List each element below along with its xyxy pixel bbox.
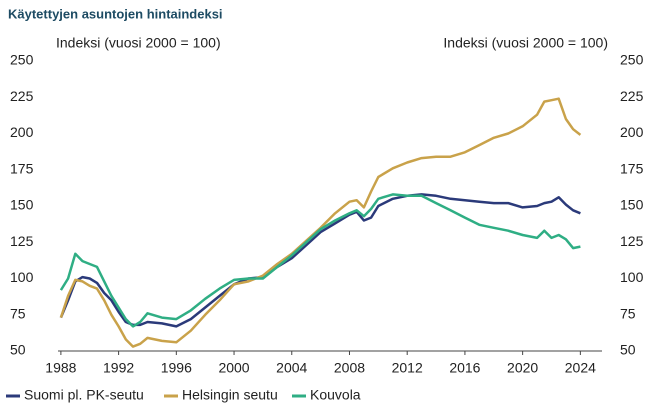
- y-tick-label: 100: [10, 269, 34, 285]
- x-tick-label: 1988: [45, 360, 76, 376]
- y2-tick-label: 175: [620, 160, 644, 176]
- legend-label: Kouvola: [310, 387, 361, 403]
- series-line: [59, 97, 582, 348]
- y2-tick-label: 100: [620, 269, 644, 285]
- x-tick-label: 1992: [103, 360, 134, 376]
- y2-tick-label: 225: [620, 88, 644, 104]
- y-tick-label: 225: [10, 88, 34, 104]
- y-axis-label: Indeksi (vuosi 2000 = 100): [56, 35, 221, 51]
- y-tick-label: 75: [10, 305, 26, 321]
- y2-tick-label: 125: [620, 233, 644, 249]
- x-tick-label: 2008: [334, 360, 365, 376]
- y-tick-label: 50: [10, 342, 26, 358]
- y-tick-label: 175: [10, 160, 34, 176]
- x-tick-label: 2012: [392, 360, 423, 376]
- y-tick-label: 125: [10, 233, 34, 249]
- legend-label: Suomi pl. PK-seutu: [24, 387, 144, 403]
- y2-tick-label: 200: [620, 124, 644, 140]
- y-tick-label: 200: [10, 124, 34, 140]
- x-tick-label: 2016: [449, 360, 480, 376]
- y2-tick-label: 75: [620, 305, 636, 321]
- y-tick-label: 250: [10, 52, 34, 68]
- chart-title: Käytettyjen asuntojen hintaindeksi: [8, 6, 223, 21]
- x-tick-label: 2000: [218, 360, 249, 376]
- y-tick-label: 150: [10, 197, 34, 213]
- x-tick-label: 2004: [276, 360, 307, 376]
- y2-tick-label: 250: [620, 52, 644, 68]
- series-line: [59, 193, 581, 328]
- series-line: [59, 193, 581, 328]
- legend-label: Helsingin seutu: [182, 387, 278, 403]
- y2-tick-label: 150: [620, 197, 644, 213]
- x-tick-label: 2024: [565, 360, 596, 376]
- x-tick-label: 1996: [161, 360, 192, 376]
- y2-axis-label: Indeksi (vuosi 2000 = 100): [443, 35, 608, 51]
- x-tick-label: 2020: [507, 360, 538, 376]
- y2-tick-label: 50: [620, 342, 636, 358]
